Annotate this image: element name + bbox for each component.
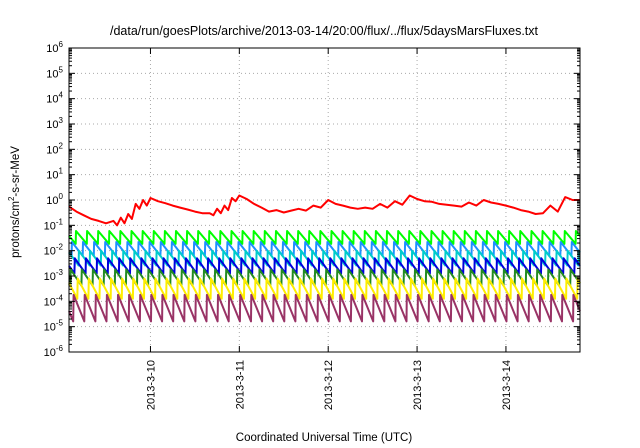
y-tick-base: 10 <box>44 246 56 258</box>
y-tick-label: 100 <box>46 192 63 207</box>
series-line-4 <box>68 249 581 267</box>
y-tick-exponent: -3 <box>56 268 64 277</box>
y-tick-exponent: -4 <box>56 293 64 302</box>
y-tick-base: 10 <box>44 271 56 283</box>
x-tick-label: 2013-3-13 <box>412 360 424 410</box>
chart-title: /data/run/goesPlots/archive/2013-03-14/2… <box>110 24 539 38</box>
x-tick-labels: 2013-3-10 2013-3-11 2013-3-12 2013-3-13 2013… <box>145 360 512 410</box>
y-tick-base: 10 <box>44 220 56 232</box>
x-tick-label: 2013-3-14 <box>501 360 513 410</box>
y-axis-label-sup: 2 <box>7 196 16 201</box>
y-tick-base: 10 <box>44 296 56 308</box>
y-tick-label: 104 <box>46 91 63 106</box>
y-tick-exponent: 0 <box>59 192 64 201</box>
y-tick-exponent: 5 <box>59 65 64 74</box>
y-tick-label: 106 <box>46 40 63 55</box>
y-tick-base: 10 <box>46 68 58 80</box>
series-line-6 <box>68 268 581 287</box>
series-line-1 <box>68 194 580 227</box>
y-tick-base: 10 <box>46 144 58 156</box>
x-tick-label: 2013-3-11 <box>234 360 246 409</box>
y-tick-label: 101 <box>46 167 63 182</box>
y-tick-label: 102 <box>46 141 63 156</box>
y-tick-label: 10-4 <box>44 293 64 308</box>
y-tick-label: 10-1 <box>44 217 64 232</box>
y-axis-label-post: -s-sr-MeV <box>10 146 22 197</box>
y-tick-exponent: 2 <box>59 141 64 150</box>
y-tick-exponent: 4 <box>59 91 64 100</box>
y-tick-exponent: -5 <box>56 319 64 328</box>
y-tick-base: 10 <box>46 170 58 182</box>
series-line-8 <box>68 293 581 323</box>
y-tick-base: 10 <box>46 94 58 106</box>
series-line-5 <box>68 257 581 275</box>
tick-marks <box>69 47 580 353</box>
y-tick-exponent: -6 <box>56 344 64 353</box>
y-axis-label: protons/cm2-s-sr-MeV <box>7 146 22 258</box>
y-tick-exponent: 6 <box>59 40 64 49</box>
y-tick-exponent: -1 <box>56 217 64 226</box>
y-axis-label-pre: protons/cm <box>10 201 22 258</box>
x-axis-label: Coordinated Universal Time (UTC) <box>236 432 413 444</box>
x-tick-label: 2013-3-12 <box>323 360 335 410</box>
y-tick-exponent: 1 <box>59 167 64 176</box>
series-line-7 <box>68 277 581 300</box>
y-tick-label: 10-2 <box>44 243 64 258</box>
y-tick-exponent: 3 <box>59 116 64 125</box>
y-tick-base: 10 <box>44 347 56 359</box>
y-tick-exponent: -2 <box>56 243 64 252</box>
y-tick-label: 10-3 <box>44 268 64 283</box>
y-tick-label: 103 <box>46 116 63 131</box>
y-tick-labels: 10-610-510-410-310-210-11001011021031041… <box>44 40 64 359</box>
x-tick-label: 2013-3-10 <box>145 360 157 410</box>
series-line-3 <box>68 241 581 257</box>
series-line-2 <box>68 230 581 245</box>
y-tick-base: 10 <box>46 43 58 55</box>
y-tick-label: 105 <box>46 65 63 80</box>
y-tick-base: 10 <box>44 322 56 334</box>
y-tick-label: 10-6 <box>44 344 64 359</box>
y-tick-label: 10-5 <box>44 319 64 334</box>
series-group <box>68 194 581 323</box>
y-tick-base: 10 <box>46 119 58 131</box>
y-tick-base: 10 <box>46 195 58 207</box>
